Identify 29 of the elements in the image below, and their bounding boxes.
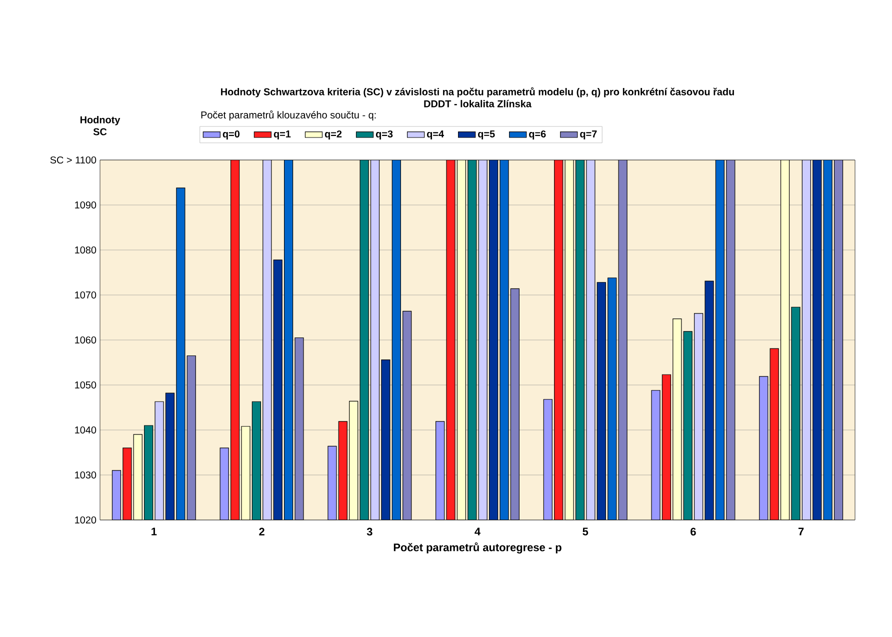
legend-label: q=1: [274, 130, 291, 140]
legend-title: Počet parametrů klouzavého součtu - q:: [201, 110, 376, 120]
x-tick-label: 1: [152, 528, 157, 536]
legend-label: q=4: [427, 130, 444, 140]
chart-subtitle: DDDT - lokalita Zlínska: [424, 100, 532, 108]
x-tick-label: 4: [474, 528, 480, 536]
y-tick-label: 1020: [75, 516, 96, 524]
y-tick-label: 1060: [75, 336, 96, 344]
x-tick-label: 5: [582, 528, 588, 536]
x-tick-label: 3: [366, 528, 372, 536]
x-tick-label: 7: [798, 528, 804, 536]
legend-label: q=5: [478, 130, 495, 140]
y-tick-label: 1040: [75, 426, 96, 434]
legend-label: q=7: [580, 130, 597, 140]
x-tick-label: 2: [259, 528, 264, 536]
legend-label: q=3: [376, 130, 393, 140]
y-axis-title: Hodnoty SC: [80, 116, 120, 136]
x-axis-title: Počet parametrů autoregrese - p: [394, 542, 562, 554]
legend-label: q=0: [222, 130, 240, 140]
x-tick-label: 6: [690, 528, 696, 536]
chart-title: Hodnoty Schwartzova kriteria (SC) v závislosti na počtu parametrů modelu (p, q) pro konkrétní časovou řadu: [221, 87, 734, 98]
legend-label: q=2: [324, 130, 342, 140]
legend-label: q=6: [529, 130, 546, 140]
y-tick-label: 1090: [75, 201, 96, 209]
y-tick-label: SC > 1100: [50, 156, 96, 164]
y-tick-label: 1050: [75, 381, 96, 389]
y-tick-label: 1080: [75, 246, 96, 254]
y-tick-label: 1070: [75, 291, 96, 299]
y-tick-label: 1030: [75, 471, 96, 479]
